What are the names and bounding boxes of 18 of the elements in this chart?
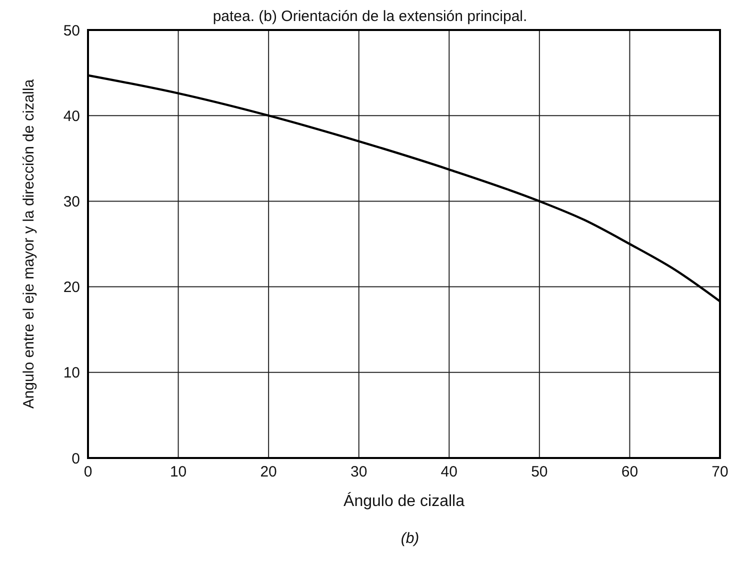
text: (b) xyxy=(400,530,420,547)
y-axis-title: Angulo entre el eje mayor y la dirección de cizalla xyxy=(20,78,38,409)
x-tick-label: 50 xyxy=(531,464,548,481)
x-tick-label: 20 xyxy=(260,464,277,481)
y-tick-label: 50 xyxy=(63,22,80,40)
x-tick-label: 70 xyxy=(712,464,728,481)
x-tick-label: 60 xyxy=(621,464,638,481)
x-axis-title: Ángulo de cizalla xyxy=(344,492,465,510)
x-tick-label: 0 xyxy=(84,464,92,481)
x-tick-label: 30 xyxy=(350,464,368,481)
x-tick-label: 10 xyxy=(170,464,187,481)
y-tick-label: 40 xyxy=(63,108,80,125)
x-tick-label: 40 xyxy=(440,464,458,481)
y-tick-label: 10 xyxy=(63,364,80,382)
y-tick-label: 20 xyxy=(63,279,80,296)
y-tick-label: 30 xyxy=(63,194,80,211)
y-tick-label: 0 xyxy=(72,450,80,468)
text: patea. (b) Orientación de la extensión principal. xyxy=(212,8,528,25)
